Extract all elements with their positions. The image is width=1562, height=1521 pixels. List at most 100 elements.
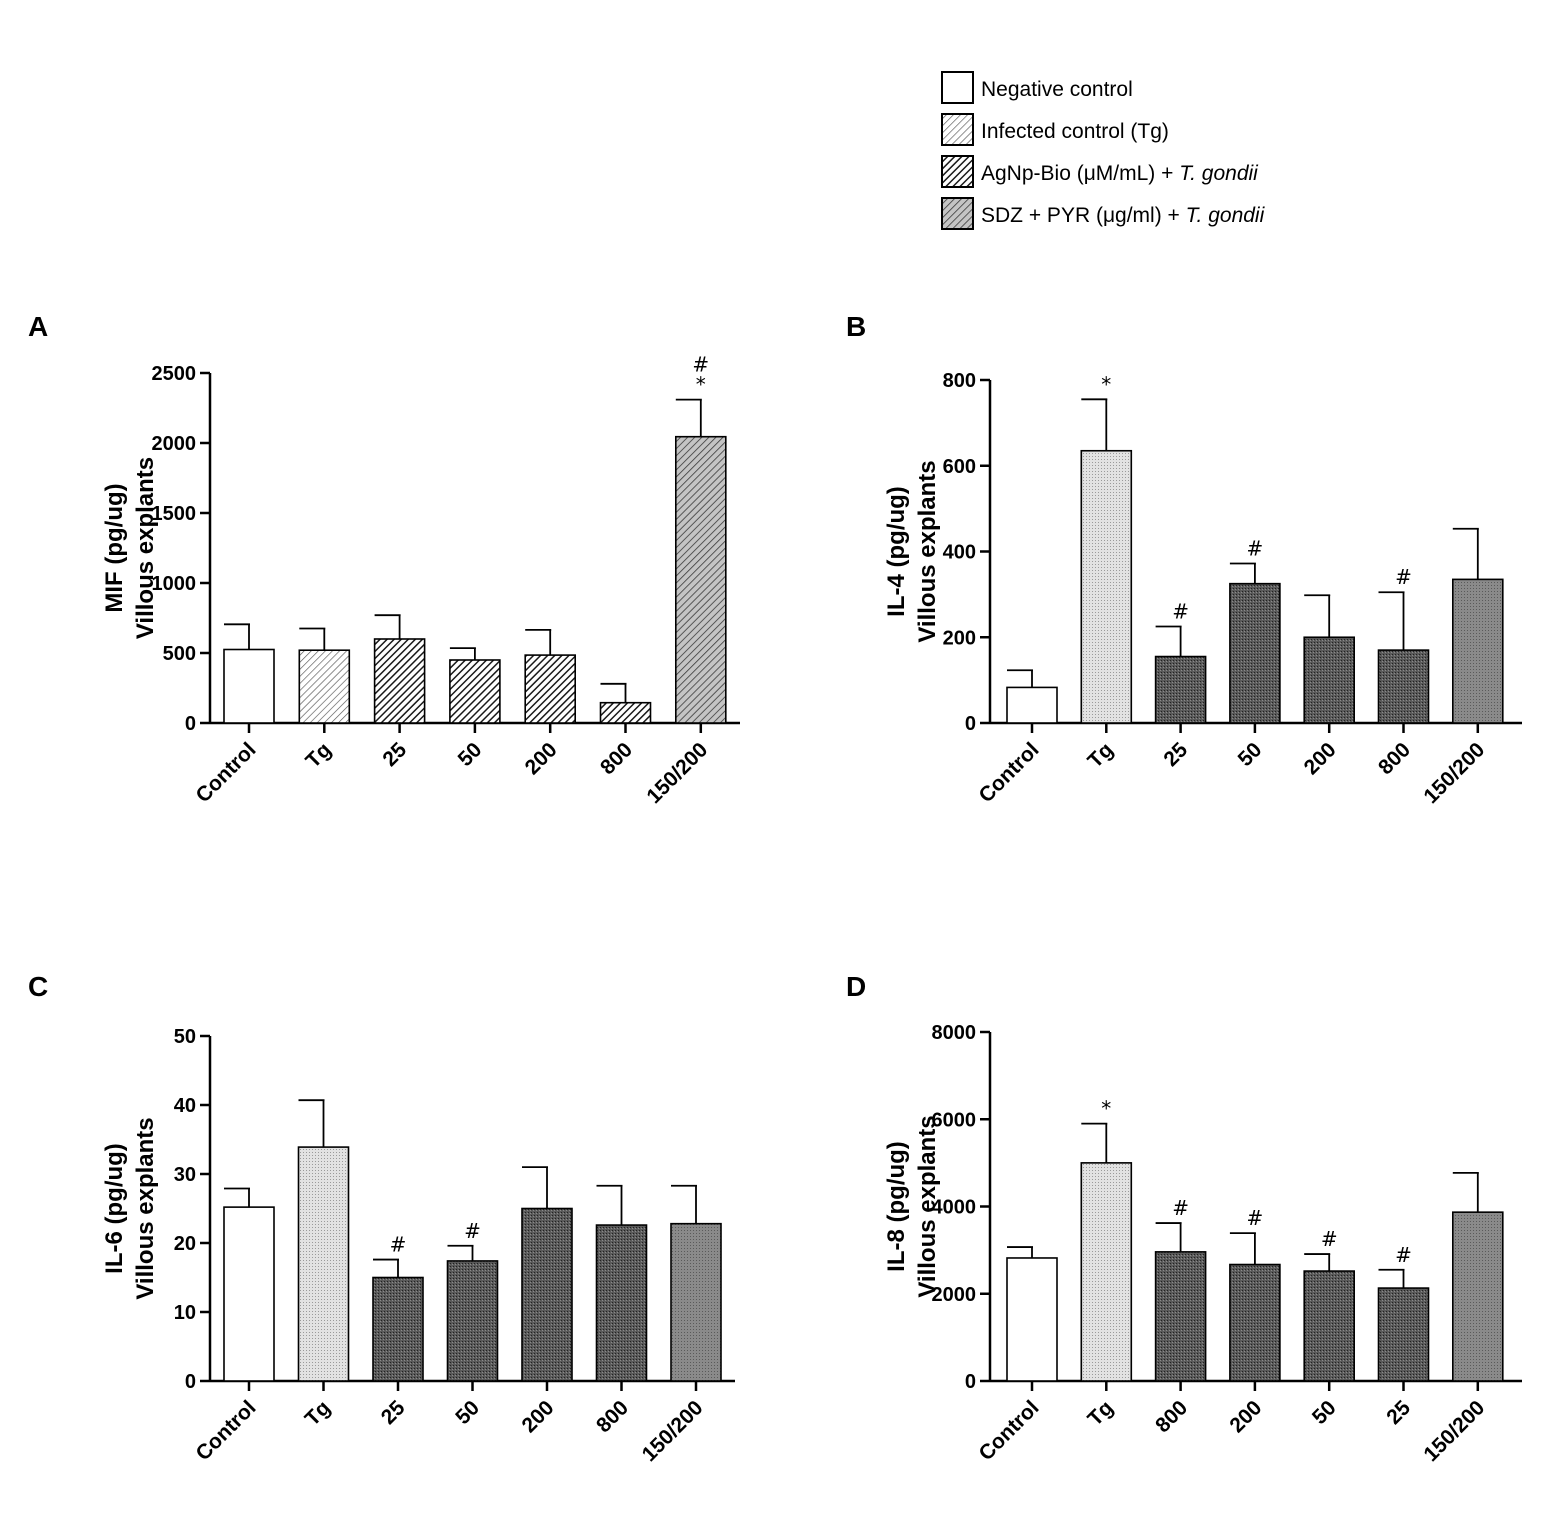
panel-c-ytick-label: 40 bbox=[174, 1095, 196, 1117]
panel-d-bar-200 bbox=[1229, 1263, 1281, 1382]
panel-a-ytick-label: 0 bbox=[185, 713, 196, 735]
panel-b-bar-150-200 bbox=[1452, 578, 1504, 724]
panel-c-xtick-label-200: 200 bbox=[517, 1396, 558, 1437]
panel-b-bar-50 bbox=[1229, 582, 1281, 724]
panel-c-ytick-label: 0 bbox=[185, 1371, 196, 1393]
panel-c-il6-chart: C IL-6 (pg/ug) Villous explants 0 10 20 30 40 50… bbox=[28, 971, 735, 1466]
panel-a-bar-25 bbox=[373, 638, 426, 724]
legend-label-sdz-pyr: SDZ + PYR (μg/ml) + T. gondii bbox=[981, 204, 1266, 227]
panel-b-letter: B bbox=[846, 311, 866, 342]
panel-b-ytick-label: 600 bbox=[943, 456, 976, 478]
panel-b-bar-control bbox=[1006, 686, 1058, 724]
panel-a-xtick-label-control: Control bbox=[191, 738, 260, 807]
panel-d-ylabel-line2: Villous explants bbox=[914, 1115, 941, 1297]
panel-b-xtick-label-25: 25 bbox=[1159, 738, 1192, 771]
panel-a-letter: A bbox=[28, 311, 48, 342]
panel-d-xtick-label-50: 50 bbox=[1308, 1396, 1341, 1429]
panel-d-bar-control bbox=[1006, 1257, 1058, 1382]
panel-a-xtick-label-150-200: 150/200 bbox=[642, 738, 712, 808]
panel-a-bar-tg bbox=[298, 649, 351, 724]
panel-d-bar-150-200 bbox=[1452, 1211, 1504, 1382]
panel-b-xtick-label-50: 50 bbox=[1234, 738, 1267, 771]
panel-c-xtick-label-800: 800 bbox=[592, 1396, 633, 1437]
panel-a-bar-control bbox=[223, 648, 275, 724]
panel-a-ytick-label: 500 bbox=[163, 643, 196, 665]
panel-d-il8-chart: D IL-8 (pg/ug) Villous explants 0 2000 4000 60… bbox=[846, 971, 1522, 1466]
panel-a-bar-50 bbox=[449, 659, 501, 724]
legend-swatch-negative-control bbox=[941, 71, 974, 104]
panel-b-il4-chart: B IL-4 (pg/ug) Villous explants 0 200 400 600 8… bbox=[846, 311, 1522, 808]
panel-d-letter: D bbox=[846, 971, 866, 1002]
panel-b-ytick-label: 800 bbox=[943, 370, 976, 392]
panel-b-xtick-label-control: Control bbox=[974, 738, 1043, 807]
legend-label-infected-control: Infected control (Tg) bbox=[981, 120, 1169, 143]
panel-a-ytick-label: 2500 bbox=[152, 363, 197, 385]
panel-b-significance-hash-800: # bbox=[1395, 565, 1412, 589]
legend-swatch-agnp-bio bbox=[941, 155, 974, 188]
panel-c-xtick-label-150-200: 150/200 bbox=[638, 1396, 708, 1466]
panel-c-significance-hash-25: # bbox=[390, 1233, 407, 1257]
panel-b-xtick-label-tg: Tg bbox=[1083, 738, 1117, 772]
panel-c-xtick-label-tg: Tg bbox=[301, 1396, 335, 1430]
panel-c-bar-50 bbox=[446, 1260, 499, 1382]
panel-d-ylabel-line1: IL-8 (pg/ug) bbox=[883, 1141, 910, 1272]
panel-c-bar-25 bbox=[372, 1276, 424, 1382]
legend-swatch-infected-control bbox=[941, 113, 974, 146]
panel-b-xtick-label-150-200: 150/200 bbox=[1419, 738, 1489, 808]
panel-b-ylabel-line1: IL-4 (pg/ug) bbox=[883, 486, 910, 617]
panel-c-ylabel-line1: IL-6 (pg/ug) bbox=[101, 1143, 128, 1274]
panel-a-xtick-label-200: 200 bbox=[521, 738, 562, 779]
panel-b-ytick-label: 400 bbox=[943, 542, 976, 564]
panel-d-ytick-label: 0 bbox=[965, 1371, 976, 1393]
panel-b-bar-800 bbox=[1377, 649, 1430, 724]
panel-c-significance-hash-50: # bbox=[464, 1219, 481, 1243]
legend-swatch-sdz-pyr bbox=[941, 197, 974, 230]
panel-b-ylabel-line2: Villous explants bbox=[914, 460, 941, 642]
panel-a-significance-hash-150-200: # bbox=[692, 353, 709, 377]
panel-c-ytick-label: 10 bbox=[174, 1302, 196, 1324]
legend-item-sdz-pyr: SDZ + PYR (μg/ml) + T. gondii bbox=[941, 197, 1266, 230]
panel-d-ytick-label: 4000 bbox=[932, 1197, 977, 1219]
panel-d-xtick-label-150-200: 150/200 bbox=[1419, 1396, 1489, 1466]
panel-d-bar-tg bbox=[1080, 1162, 1133, 1382]
panel-a-ylabel-line1: MIF (pg/ug) bbox=[101, 483, 128, 612]
panel-b-significance-hash-25: # bbox=[1172, 600, 1189, 624]
legend-label-agnp-bio: AgNp-Bio (μM/mL) + T. gondii bbox=[981, 162, 1259, 185]
panel-d-ytick-label: 6000 bbox=[932, 1109, 977, 1131]
panel-d-bar-25 bbox=[1377, 1287, 1430, 1382]
legend-item-negative-control: Negative control bbox=[941, 71, 1133, 104]
panel-c-ytick-label: 50 bbox=[174, 1026, 196, 1048]
panel-d-bar-800 bbox=[1154, 1251, 1207, 1382]
panel-c-bar-800 bbox=[595, 1224, 648, 1382]
panel-a-xtick-label-tg: Tg bbox=[301, 738, 335, 772]
panel-d-significance-hash-25: # bbox=[1395, 1243, 1412, 1267]
panel-b-xtick-label-200: 200 bbox=[1300, 738, 1341, 779]
panel-c-bar-150-200 bbox=[670, 1222, 722, 1382]
panel-b-xtick-label-800: 800 bbox=[1374, 738, 1415, 779]
panel-c-bar-tg bbox=[297, 1146, 350, 1382]
panel-d-significance-hash-200: # bbox=[1247, 1206, 1264, 1230]
panel-c-bar-control bbox=[223, 1206, 275, 1382]
panel-d-ytick-label: 8000 bbox=[932, 1022, 977, 1044]
panel-c-ytick-label: 30 bbox=[174, 1164, 196, 1186]
panel-b-bar-tg bbox=[1080, 449, 1133, 724]
panel-a-ytick-label: 2000 bbox=[152, 433, 197, 455]
panel-b-bar-25 bbox=[1154, 655, 1207, 724]
panel-a-xtick-label-800: 800 bbox=[596, 738, 637, 779]
legend-item-agnp-bio: AgNp-Bio (μM/mL) + T. gondii bbox=[941, 155, 1259, 188]
panel-b-significance-asterisk-tg: * bbox=[1101, 372, 1111, 396]
panel-a-bar-150-200 bbox=[674, 435, 727, 724]
panel-d-significance-hash-800: # bbox=[1172, 1196, 1189, 1220]
panel-b-bar-200 bbox=[1303, 636, 1355, 724]
panel-d-xtick-label-tg: Tg bbox=[1083, 1396, 1117, 1430]
panel-d-xtick-label-800: 800 bbox=[1151, 1396, 1192, 1437]
panel-b-ytick-label: 0 bbox=[965, 713, 976, 735]
panel-b-ytick-label: 200 bbox=[943, 627, 976, 649]
panel-a-ytick-label: 1000 bbox=[152, 573, 197, 595]
panel-c-xtick-label-50: 50 bbox=[451, 1396, 484, 1429]
panel-a-ylabel-line2: Villous explants bbox=[132, 457, 159, 639]
panel-c-xtick-label-25: 25 bbox=[377, 1396, 410, 1429]
panel-c-letter: C bbox=[28, 971, 48, 1002]
panel-d-ytick-label: 2000 bbox=[932, 1284, 977, 1306]
legend-item-infected-control: Infected control (Tg) bbox=[941, 113, 1169, 146]
